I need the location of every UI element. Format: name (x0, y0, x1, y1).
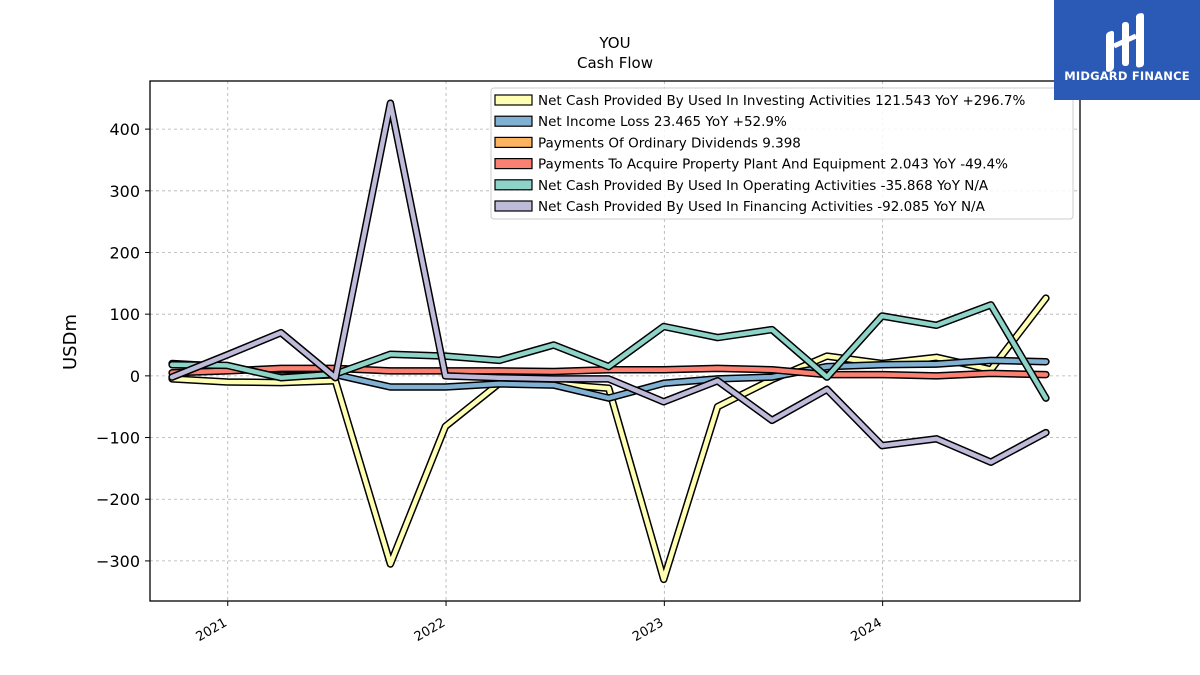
legend-box (490, 87, 1074, 220)
y-axis-label: USDm (60, 314, 81, 370)
legend-entry: Net Cash Provided By Used In Operating A… (538, 178, 989, 194)
y-tick-label: −300 (96, 552, 140, 571)
legend-swatch (494, 115, 533, 127)
x-tick-label: 2023 (630, 615, 666, 645)
chart-title: YOU (598, 34, 630, 52)
midgard-logo-icon (1106, 13, 1144, 72)
y-tick-label: −200 (96, 490, 140, 509)
legend-entry: Net Cash Provided By Used In Investing A… (538, 93, 1025, 109)
legend-swatch (494, 94, 533, 106)
legend-entry: Net Income Loss 23.465 YoY +52.9% (538, 114, 787, 130)
series-lines (168, 99, 1050, 584)
y-tick-label: 200 (109, 243, 140, 262)
y-tick-label: 100 (109, 305, 140, 324)
legend-swatch (494, 179, 533, 191)
legend-entry: Net Cash Provided By Used In Financing A… (538, 199, 986, 215)
chart-subtitle: Cash Flow (577, 54, 653, 72)
legend-swatch (494, 136, 533, 148)
series-line (168, 301, 1050, 402)
x-tick-label: 2024 (848, 615, 884, 645)
legend-swatch (494, 158, 533, 170)
plot-area-frame (149, 80, 1081, 602)
series-line-stroke (169, 302, 1049, 401)
y-tick-label: 0 (130, 367, 140, 386)
series-line-stroke (169, 100, 1049, 465)
y-tick-label: −100 (96, 429, 140, 448)
brand-name: MIDGARD FINANCE (1064, 69, 1190, 83)
y-tick-label: 300 (109, 182, 140, 201)
legend-entry: Payments Of Ordinary Dividends 9.398 (538, 135, 801, 151)
y-tick-label: 400 (109, 120, 140, 139)
x-tick-label: 2021 (194, 615, 230, 645)
series-line (168, 99, 1050, 466)
legend-swatch (494, 200, 533, 212)
brand-logo: MIDGARD FINANCE (1054, 0, 1200, 100)
legend-entry: Payments To Acquire Property Plant And E… (538, 157, 1008, 173)
chart-legend: Net Cash Provided By Used In Investing A… (490, 87, 1074, 220)
x-tick-label: 2022 (412, 615, 448, 645)
